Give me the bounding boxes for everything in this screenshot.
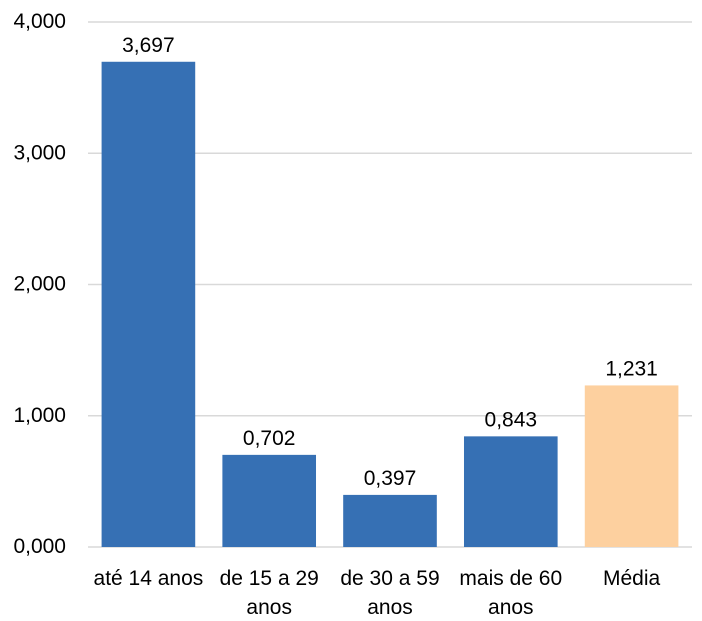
x-category-label: de 30 a 59 (340, 567, 439, 590)
x-category-label: mais de 60 (459, 567, 562, 590)
bar-value-label: 1,231 (605, 357, 658, 380)
bar (343, 494, 437, 547)
bar-value-label: 0,843 (485, 408, 538, 431)
bar-value-label: 3,697 (122, 34, 175, 57)
y-tick-label: 2,000 (13, 273, 66, 296)
bar (222, 454, 317, 547)
x-category-label: anos (488, 596, 534, 619)
x-category-label: até 14 anos (94, 567, 204, 590)
bar-value-label: 0,397 (364, 467, 417, 490)
bar (584, 385, 679, 547)
x-category-label: de 15 a 29 (220, 567, 319, 590)
x-category-label: anos (246, 596, 292, 619)
bar (101, 61, 196, 548)
bar (463, 436, 558, 547)
x-axis-category-labels: até 14 anos de 15 a 29 anos de 30 a 59 anos m… (94, 567, 661, 619)
y-tick-label: 3,000 (13, 141, 66, 164)
y-tick-label: 0,000 (13, 535, 66, 558)
y-axis-tick-labels: 0,000 1,000 2,000 3,000 4,000 (13, 10, 66, 558)
y-tick-label: 4,000 (13, 10, 66, 33)
bars (101, 61, 679, 548)
y-tick-label: 1,000 (13, 404, 66, 427)
bar-value-label: 0,702 (243, 427, 296, 450)
x-category-label: anos (367, 596, 413, 619)
x-category-label: Média (603, 567, 661, 590)
bar-value-labels: 3,697 0,702 0,397 0,843 1,231 (122, 34, 658, 490)
